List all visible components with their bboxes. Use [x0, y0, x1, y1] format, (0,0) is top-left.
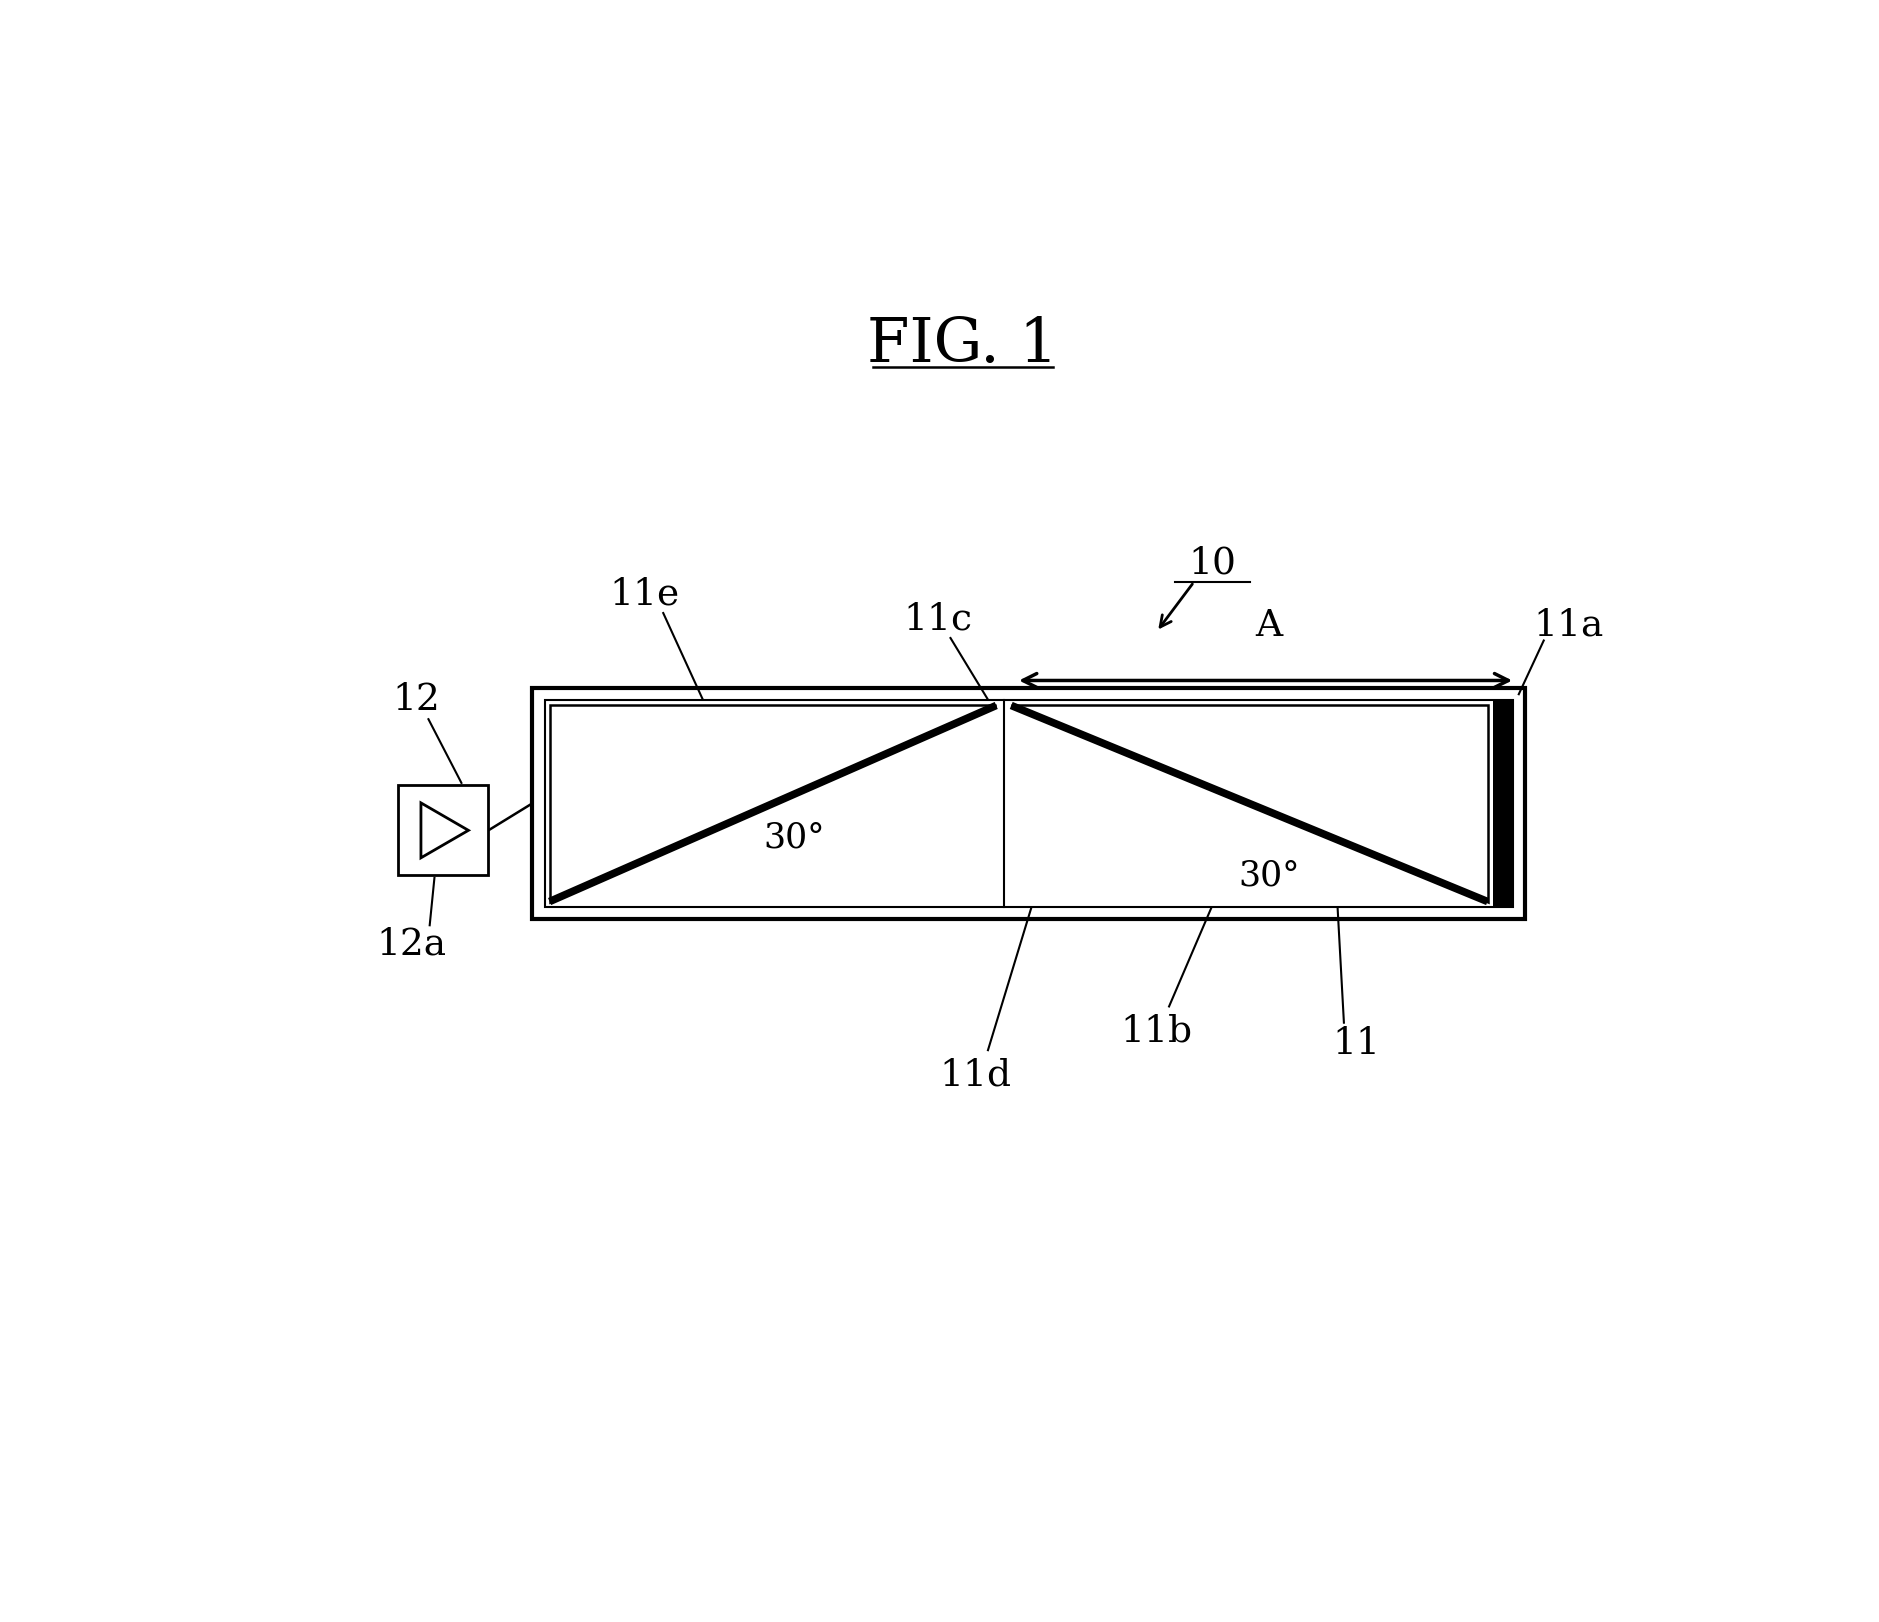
Bar — [398, 785, 489, 876]
Text: 11b: 11b — [1120, 1014, 1193, 1049]
Text: FIG. 1: FIG. 1 — [868, 315, 1058, 375]
Bar — [1492, 701, 1513, 907]
Text: 30°: 30° — [1238, 858, 1300, 892]
Text: 11d: 11d — [940, 1058, 1011, 1093]
Text: 11c: 11c — [904, 602, 973, 637]
Text: 11e: 11e — [609, 576, 680, 611]
Bar — [545, 701, 1513, 907]
Text: A: A — [1255, 608, 1283, 644]
Text: 30°: 30° — [763, 821, 825, 855]
Text: 12: 12 — [393, 683, 440, 719]
Bar — [532, 688, 1526, 920]
Polygon shape — [549, 706, 996, 902]
Text: 10: 10 — [1189, 545, 1236, 581]
Text: 11: 11 — [1332, 1027, 1381, 1062]
Text: 11a: 11a — [1533, 608, 1605, 644]
Polygon shape — [1011, 706, 1488, 902]
Text: 12a: 12a — [376, 926, 445, 962]
